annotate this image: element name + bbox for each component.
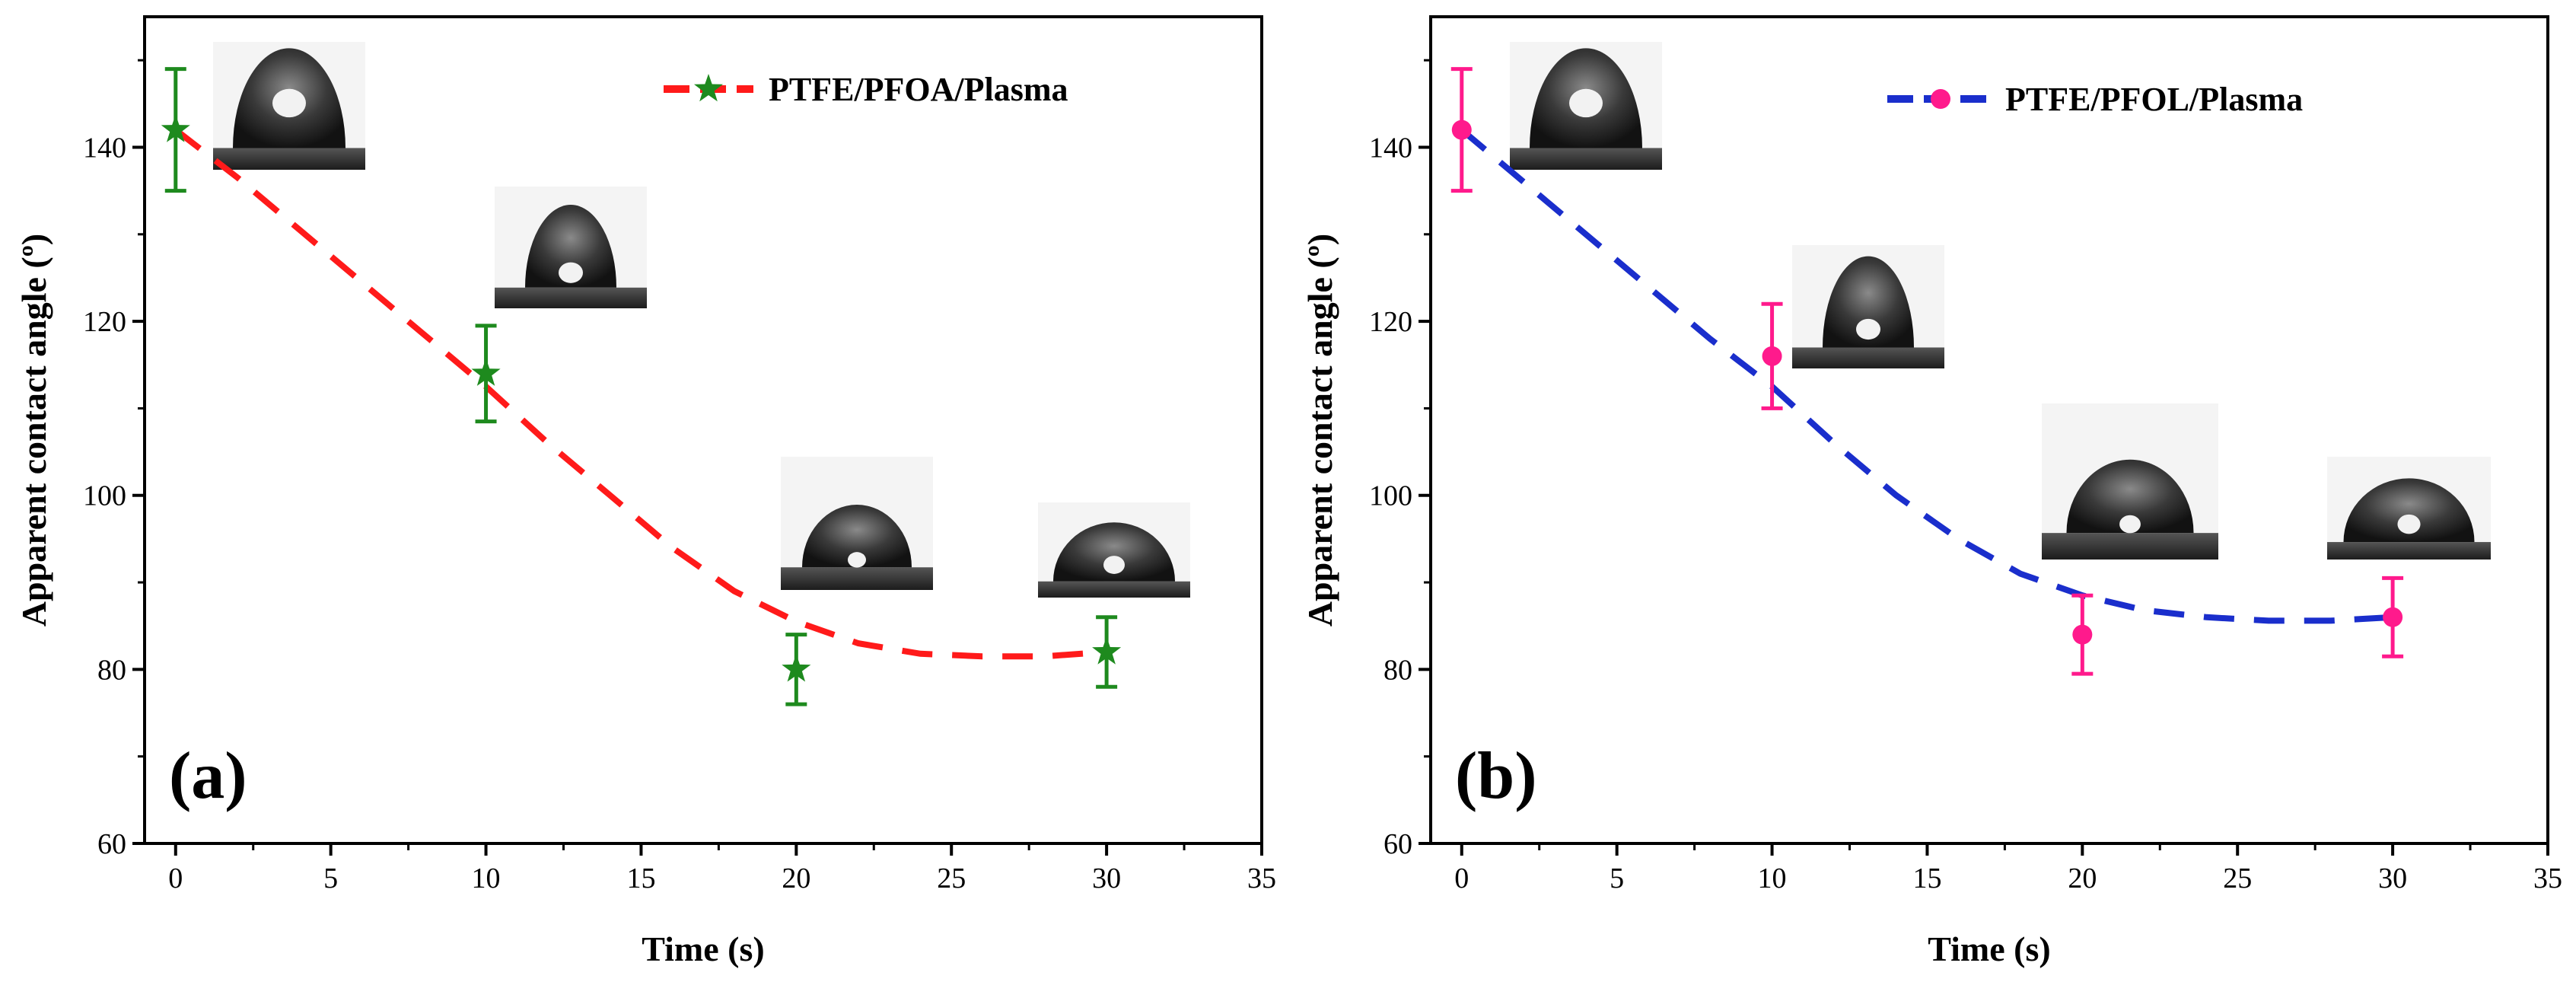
legend-b: PTFE/PFOL/Plasma [1887,81,2303,118]
a-droplet-0s-substrate [213,148,365,170]
y-tick-label-a-4: 140 [83,132,126,164]
x-tick-label-a-6: 30 [1092,862,1121,894]
b-droplet-30s-substrate [2327,542,2491,560]
legend-label-b: PTFE/PFOL/Plasma [2005,81,2303,118]
y-tick-label-b-3: 120 [1369,306,1412,338]
y-tick-label-b-4: 140 [1369,132,1412,164]
ticks-a: 0 5 10 15 20 25 30 35 60 80 100 120 140 [83,59,1276,894]
data-point-a-2 [782,654,811,682]
fit-line-b [1460,127,2393,624]
y-tick-label-a-3: 120 [83,306,126,338]
a-droplet-20s-substrate [781,567,933,590]
a-droplet-30s [1038,502,1190,598]
data-point-a-1 [471,358,501,386]
x-tick-label-b-6: 30 [2378,862,2407,894]
x-tick-label-a-5: 25 [937,862,966,894]
y-axis-title-a: Apparent contact angle (º) [14,234,53,627]
b-droplet-30s-drop [2343,478,2475,543]
b-droplet-20s-drop [2066,459,2194,534]
plot-frame-a [143,15,1263,845]
legend-marker-b [1931,89,1950,109]
data-point-b-1 [1762,346,1782,366]
fit-line-a [174,127,1107,660]
plot-frame-b [1429,15,2549,845]
b-droplet-0s-highlight [1569,88,1603,118]
fit-line-a-path [174,127,1107,660]
x-axis-title-b: Time (s) [1928,929,2050,968]
x-tick-label-a-7: 35 [1247,862,1276,894]
x-tick-label-b-3: 15 [1912,862,1941,894]
error-bars-a [164,67,1118,706]
data-point-b-2 [2072,624,2093,645]
panel-b: 0 5 10 15 20 25 30 35 60 80 100 120 140 PTFE/PFOL/Pl… [1301,15,2562,968]
a-droplet-20s-drop [802,505,912,568]
a-droplet-10s-drop [525,204,616,288]
y-tick-label-b-2: 100 [1369,480,1412,512]
x-axis-title-a: Time (s) [642,929,764,968]
data-point-a-3 [1092,636,1122,665]
x-tick-label-a-4: 20 [782,862,810,894]
x-tick-label-a-3: 15 [626,862,655,894]
a-droplet-0s-highlight [272,88,306,118]
b-droplet-30s-highlight [2397,514,2421,534]
y-axis-title-b: Apparent contact angle (º) [1301,234,1339,627]
a-droplet-10s-highlight [559,262,583,283]
x-tick-label-b-7: 35 [2533,862,2562,894]
y-tick-label-b-0: 60 [1384,828,1412,860]
legend-label-a: PTFE/PFOA/Plasma [769,71,1068,108]
x-tick-label-b-4: 20 [2068,862,2097,894]
y-tick-label-a-2: 100 [83,480,126,512]
a-droplet-10s-substrate [495,287,647,308]
legend-marker-a [694,74,723,102]
a-droplet-10s [495,187,647,308]
data-point-a-0 [161,114,190,142]
x-tick-label-b-1: 5 [1610,862,1624,894]
b-droplet-0s-substrate [1510,148,1662,170]
b-droplet-10s-drop [1823,256,1914,348]
x-tick-label-b-5: 25 [2223,862,2252,894]
b-droplet-20s [2042,403,2218,560]
y-tick-label-a-0: 60 [97,828,126,860]
b-droplet-20s-highlight [2119,515,2141,534]
markers-a [161,114,1122,682]
a-droplet-30s-substrate [1038,581,1190,598]
a-droplet-30s-highlight [1103,556,1125,574]
droplet-images-b [1510,42,2491,560]
markers-b [1451,120,2403,645]
x-tick-label-a-2: 10 [472,862,501,894]
panel-a: 0 5 10 15 20 25 30 35 60 80 100 120 140 PTFE/PFOA/Pl… [14,15,1276,968]
panel-label-b: (b) [1455,739,1537,813]
b-droplet-10s-substrate [1792,347,1944,368]
a-droplet-0s [213,42,365,170]
panel-label-a: (a) [169,739,247,813]
data-point-b-0 [1451,120,1472,140]
a-droplet-20s-highlight [848,552,866,568]
x-tick-label-a-1: 5 [323,862,338,894]
b-droplet-10s [1792,245,1944,368]
data-point-b-3 [2383,607,2403,627]
b-droplet-20s-substrate [2042,533,2218,560]
b-droplet-30s [2327,457,2491,560]
y-tick-label-a-1: 80 [97,654,126,686]
y-tick-label-b-1: 80 [1384,654,1412,686]
a-droplet-20s [781,457,933,590]
ticks-b: 0 5 10 15 20 25 30 35 60 80 100 120 140 [1369,59,2562,894]
fit-line-b-path [1460,127,2393,624]
x-tick-label-b-0: 0 [1454,862,1469,894]
b-droplet-10s-highlight [1856,318,1880,340]
droplet-images-a [213,42,1190,598]
x-tick-label-a-0: 0 [168,862,183,894]
x-tick-label-b-2: 10 [1758,862,1787,894]
legend-a: PTFE/PFOA/Plasma [664,71,1068,108]
b-droplet-0s [1510,42,1662,170]
a-droplet-30s-drop [1053,522,1175,582]
